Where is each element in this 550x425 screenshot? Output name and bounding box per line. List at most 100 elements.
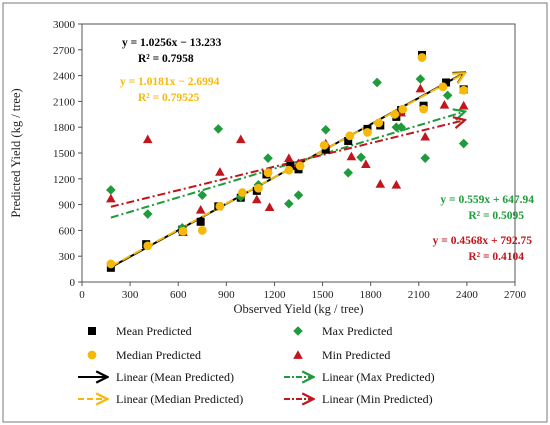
series-max-predicted (106, 74, 469, 233)
x-tick-label: 2700 (504, 289, 527, 301)
data-point (420, 153, 430, 163)
data-point (197, 226, 207, 235)
y-tick-label: 300 (59, 251, 76, 263)
legend-label: Min Predicted (322, 348, 390, 362)
y-tick-label: 600 (59, 225, 76, 237)
data-point (344, 136, 353, 145)
y-tick-label: 1500 (53, 148, 76, 160)
x-axis-title: Observed Yield (kg / tree) (233, 302, 363, 316)
data-point (178, 226, 188, 236)
equation-label: y = 0.559x + 647.94 (440, 194, 534, 206)
legend-entry: Linear (Min Predicted) (284, 392, 433, 406)
data-point (295, 161, 305, 171)
equation-annotations: y = 1.0256x − 13.233 R² = 0.7958 y = 1.018… (120, 37, 534, 263)
x-tick-label: 1800 (360, 289, 383, 301)
legend: Mean Predicted Max Predicted Median Predic… (78, 324, 435, 406)
legend-entry: Max Predicted (293, 324, 392, 338)
legend-marker-swatch (88, 327, 96, 335)
data-point (442, 78, 451, 87)
data-point (396, 122, 406, 132)
data-point (319, 140, 329, 150)
data-point (106, 193, 116, 203)
data-point (237, 188, 247, 197)
data-point (419, 104, 428, 114)
y-tick-label: 2100 (53, 96, 76, 108)
data-point (143, 241, 153, 251)
y-tick-label: 2400 (53, 71, 76, 83)
equation-label: y = 0.4568x + 792.75 (433, 235, 533, 247)
legend-entry: Linear (Median Predicted) (78, 392, 243, 406)
data-point (235, 134, 246, 144)
legend-entry: Linear (Mean Predicted) (78, 370, 234, 384)
x-tick-label: 900 (218, 289, 235, 301)
legend-label: Median Predicted (116, 348, 201, 362)
data-point (417, 53, 427, 62)
data-point (263, 168, 273, 178)
data-point (142, 209, 153, 219)
data-point (293, 190, 304, 200)
data-point (375, 179, 386, 188)
legend-label: Linear (Max Predicted) (322, 370, 435, 384)
data-point (254, 183, 263, 193)
data-point (195, 204, 206, 214)
data-point (438, 82, 448, 92)
y-tick-label: 3000 (53, 19, 76, 31)
data-point (286, 161, 295, 170)
data-point (346, 151, 357, 161)
data-point (263, 153, 273, 163)
data-point (458, 138, 469, 149)
y-axis-title: Predicted Yield (kg / tree) (9, 88, 23, 217)
data-point (459, 85, 469, 95)
y-tick-label: 0 (70, 277, 76, 289)
x-tick-label: 300 (122, 289, 139, 301)
legend-entry: Linear (Max Predicted) (284, 370, 435, 384)
data-point (361, 159, 371, 169)
data-point (142, 134, 153, 144)
data-point (398, 104, 408, 114)
data-point (415, 83, 426, 93)
legend-label: Linear (Min Predicted) (322, 392, 433, 406)
y-tick-label: 1200 (53, 174, 76, 186)
equation-label: R² = 0.4104 (468, 251, 524, 263)
data-point (356, 152, 366, 163)
x-tick-label: 1200 (263, 289, 286, 301)
data-point (391, 180, 402, 189)
data-point (252, 194, 262, 204)
x-tick-label: 1500 (312, 289, 335, 301)
data-point (372, 77, 382, 88)
data-point (415, 74, 426, 84)
data-point (320, 124, 331, 135)
data-point (391, 122, 402, 132)
y-tick-label: 2700 (53, 45, 76, 57)
equation-label: y = 1.0256x − 13.233 (122, 37, 222, 49)
series-median-predicted (106, 53, 469, 269)
y-tick-label: 1800 (53, 122, 76, 134)
data-point (264, 202, 275, 212)
data-point (106, 185, 116, 195)
data-point (363, 127, 372, 137)
legend-marker-swatch (293, 326, 303, 336)
data-point (284, 153, 294, 162)
legend-label: Max Predicted (322, 324, 392, 338)
data-point (374, 118, 384, 128)
x-tick-label: 2100 (408, 289, 431, 301)
data-point (343, 167, 354, 178)
data-point (284, 198, 294, 209)
data-point (215, 201, 225, 211)
x-tick-label: 0 (79, 289, 85, 301)
data-point (458, 100, 469, 110)
equation-label: R² = 0.79525 (138, 92, 200, 104)
legend-entry: Median Predicted (87, 348, 201, 362)
data-point (196, 217, 205, 226)
data-point (442, 90, 453, 101)
data-point (420, 131, 430, 141)
legend-label: Linear (Mean Predicted) (116, 370, 234, 384)
equation-label: y = 1.0181x − 2.6994 (120, 76, 220, 88)
data-point (215, 167, 225, 176)
equation-label: R² = 0.7958 (138, 53, 194, 65)
equation-label: R² = 0.5095 (468, 210, 524, 222)
data-point (197, 190, 208, 200)
legend-entry: Mean Predicted (88, 324, 192, 338)
legend-marker-swatch (87, 350, 97, 360)
